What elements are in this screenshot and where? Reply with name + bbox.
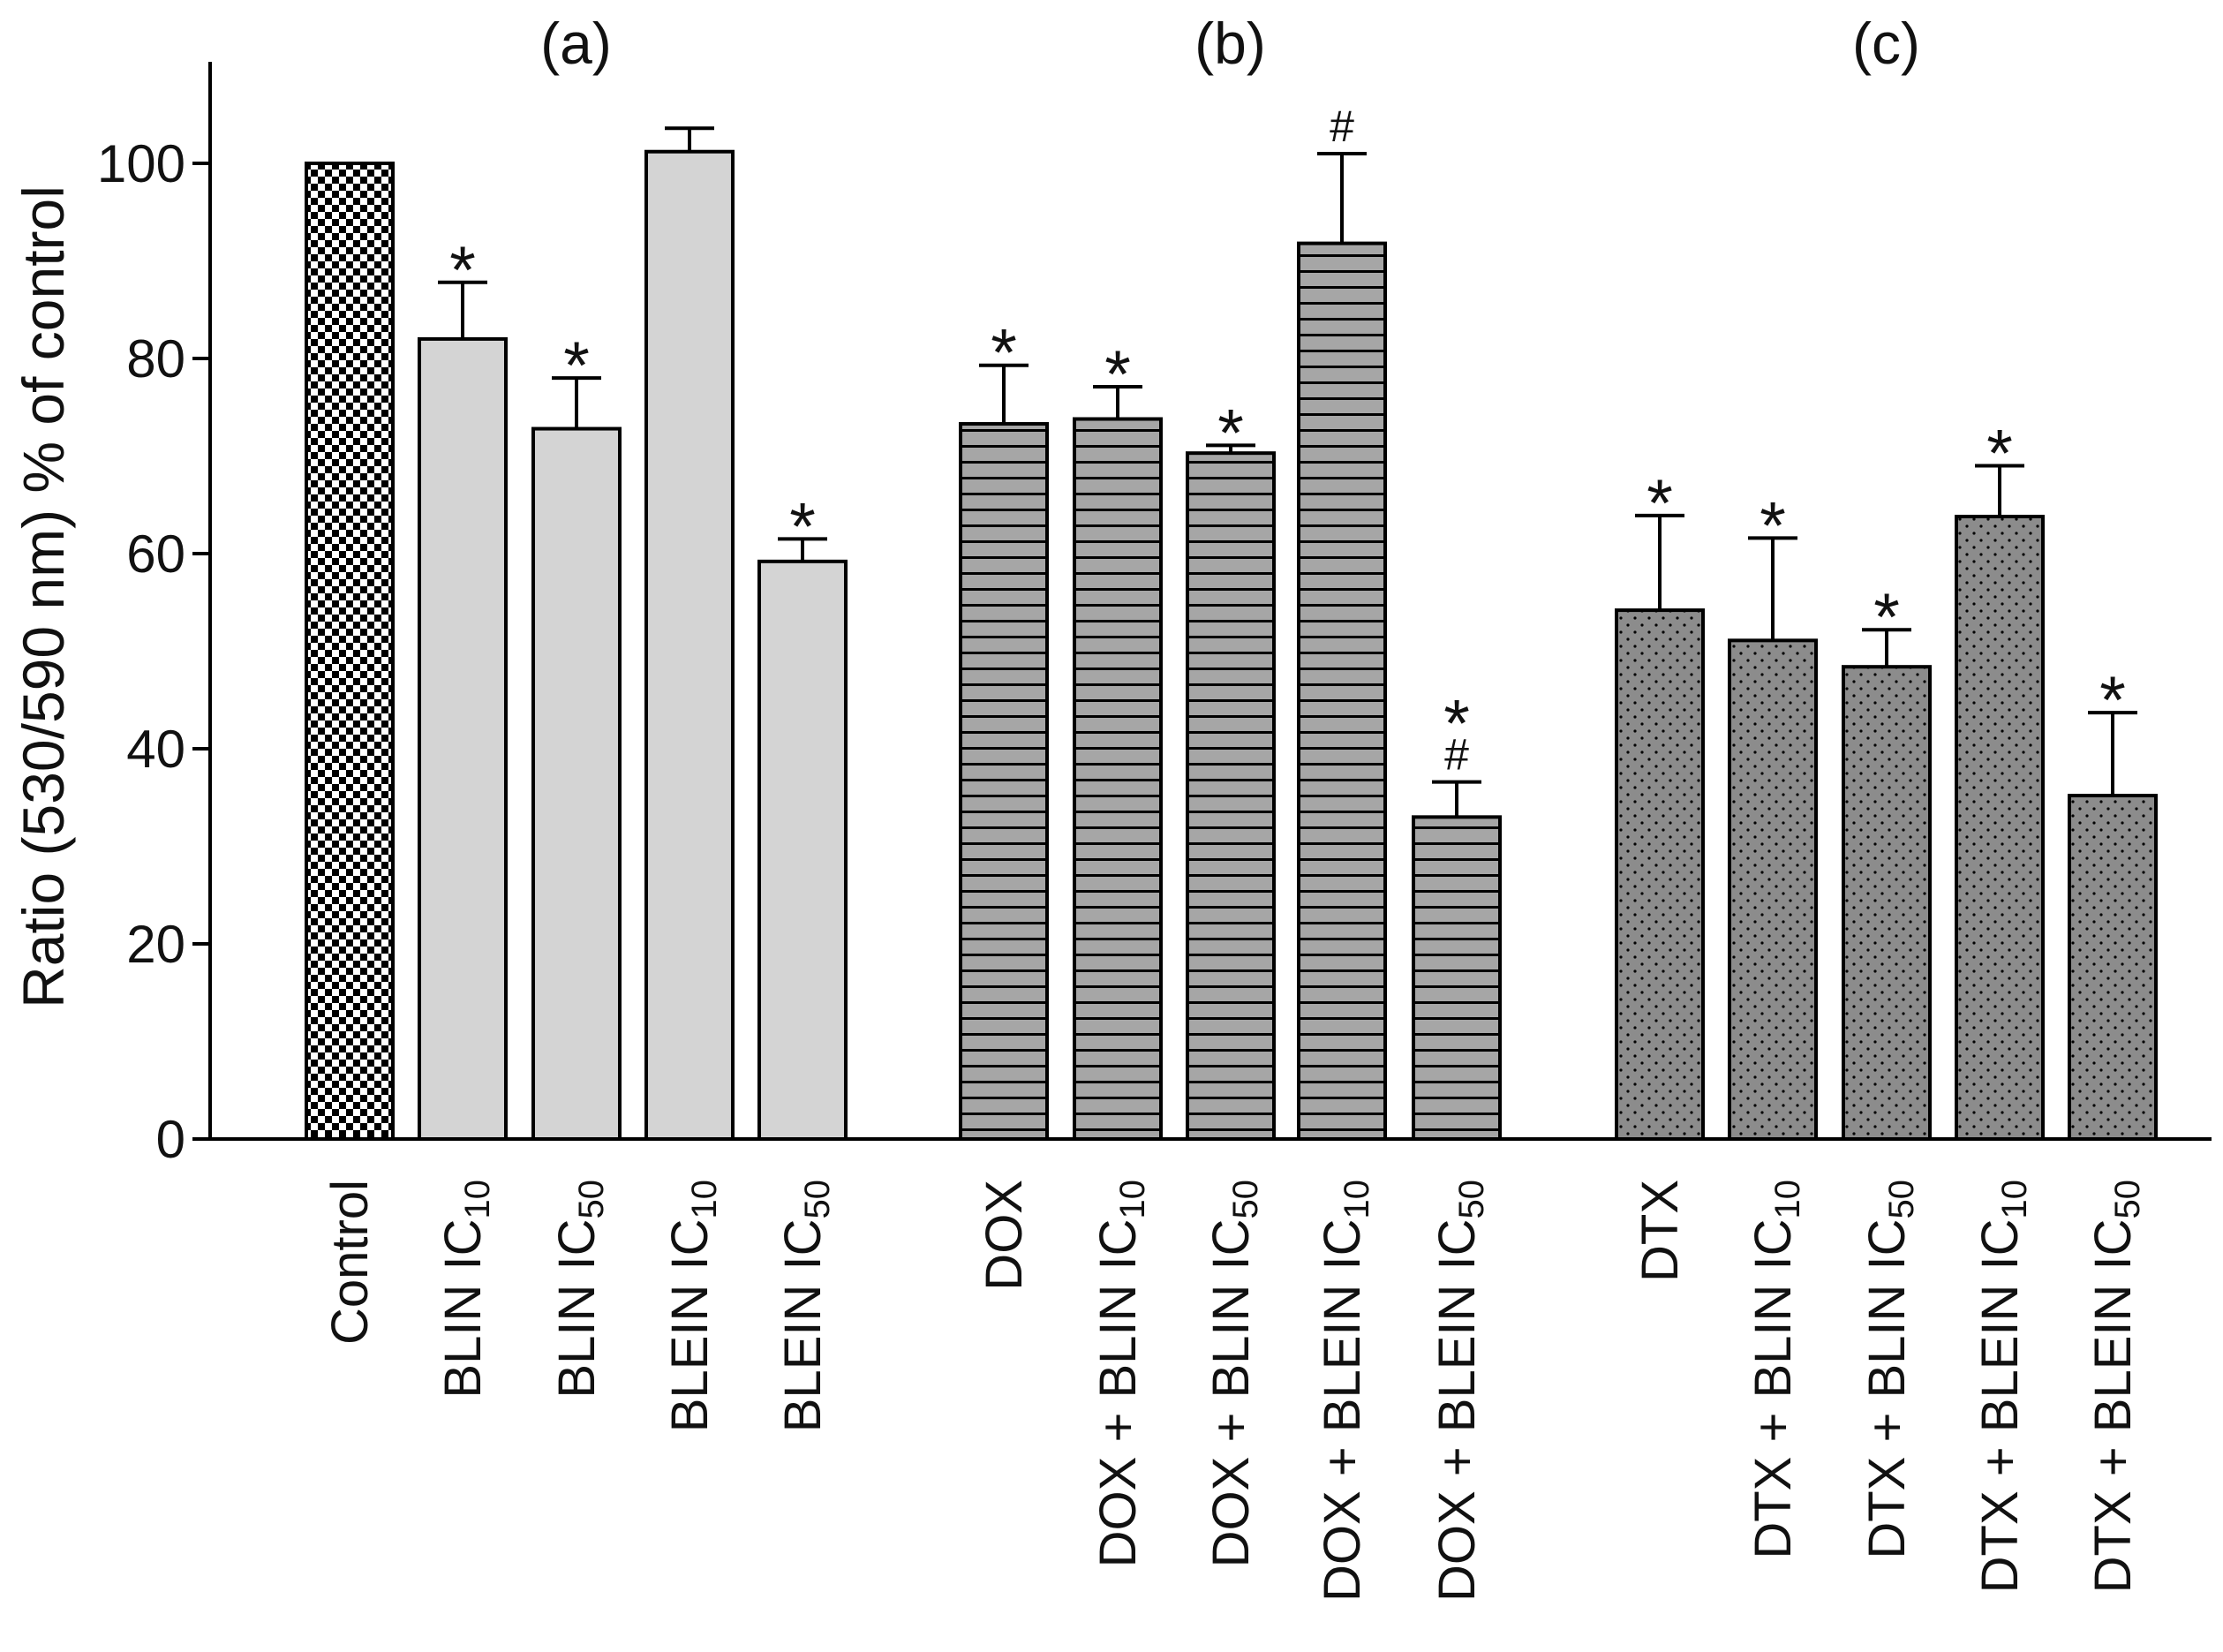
bar (2068, 794, 2158, 1141)
y-tick-label: 20 (126, 915, 185, 974)
y-axis-title: Ratio (530/590 nm) % of control (11, 185, 76, 1008)
y-axis: 0 20 40 60 80 100 (97, 62, 212, 1169)
bar (757, 559, 848, 1141)
bar (305, 162, 395, 1141)
category-label: DTX + BLEIN IC10 (1971, 1180, 2034, 1593)
category-label: DOX + BLIN IC50 (1202, 1180, 1265, 1567)
panel-label: (a) (540, 11, 612, 76)
significance-hash: # (1330, 102, 1354, 151)
significance-star: * (1986, 417, 2013, 492)
category-label: BLIN IC10 (434, 1180, 497, 1399)
bar (418, 336, 508, 1141)
panel-label: (b) (1194, 11, 1266, 76)
y-tick-label: 80 (126, 329, 185, 388)
category-label: DOX + BLIN IC10 (1089, 1180, 1152, 1567)
bar (1728, 638, 1818, 1141)
significance-star: * (1104, 337, 1131, 412)
y-tick-label: 0 (156, 1110, 185, 1169)
category-label: DTX + BLIN IC10 (1744, 1180, 1807, 1559)
bar (959, 422, 1049, 1142)
bar (1073, 417, 1163, 1141)
panel-label: (c) (1852, 11, 1920, 76)
significance-star: * (1443, 687, 1470, 762)
significance-star: * (991, 316, 1017, 391)
significance-star: * (789, 489, 816, 564)
bar (1842, 665, 1932, 1141)
bar (1297, 241, 1387, 1141)
significance-star: * (1873, 580, 1900, 655)
category-label: BLEIN IC50 (774, 1180, 837, 1432)
bar (1186, 451, 1276, 1141)
category-label: Control (321, 1180, 379, 1345)
significance-star: * (449, 233, 476, 308)
category-label: DOX (976, 1180, 1033, 1291)
bar (1412, 815, 1502, 1141)
significance-star: * (2099, 663, 2126, 738)
category-label: DTX + BLIN IC50 (1858, 1180, 1921, 1559)
significance-star: * (1647, 466, 1673, 541)
category-label: BLIN IC50 (548, 1180, 611, 1399)
panel-labels: (a) (b) (c) (540, 11, 1920, 76)
y-tick-label: 60 (126, 524, 185, 584)
bar (531, 426, 622, 1141)
bar (644, 149, 735, 1142)
bars: **** **##** **** (305, 102, 2158, 1142)
category-label: DTX + BLEIN IC50 (2084, 1180, 2147, 1593)
category-label: BLEIN IC10 (661, 1180, 724, 1432)
category-label: DTX (1631, 1180, 1689, 1282)
significance-star: * (1760, 488, 1786, 563)
significance-star: * (563, 328, 590, 404)
significance-hash: # (1444, 730, 1469, 780)
category-label: DOX + BLEIN IC50 (1428, 1180, 1491, 1602)
category-labels: Control BLIN IC10 BLIN IC50 BLEIN IC10 BLEIN… (321, 1180, 2147, 1602)
bar (1615, 608, 1705, 1141)
y-tick-label: 40 (126, 720, 185, 779)
significance-star: * (1217, 396, 1244, 471)
category-label: DOX + BLEIN IC10 (1314, 1180, 1376, 1602)
bar (1955, 515, 2045, 1141)
y-tick-label: 100 (97, 134, 185, 193)
